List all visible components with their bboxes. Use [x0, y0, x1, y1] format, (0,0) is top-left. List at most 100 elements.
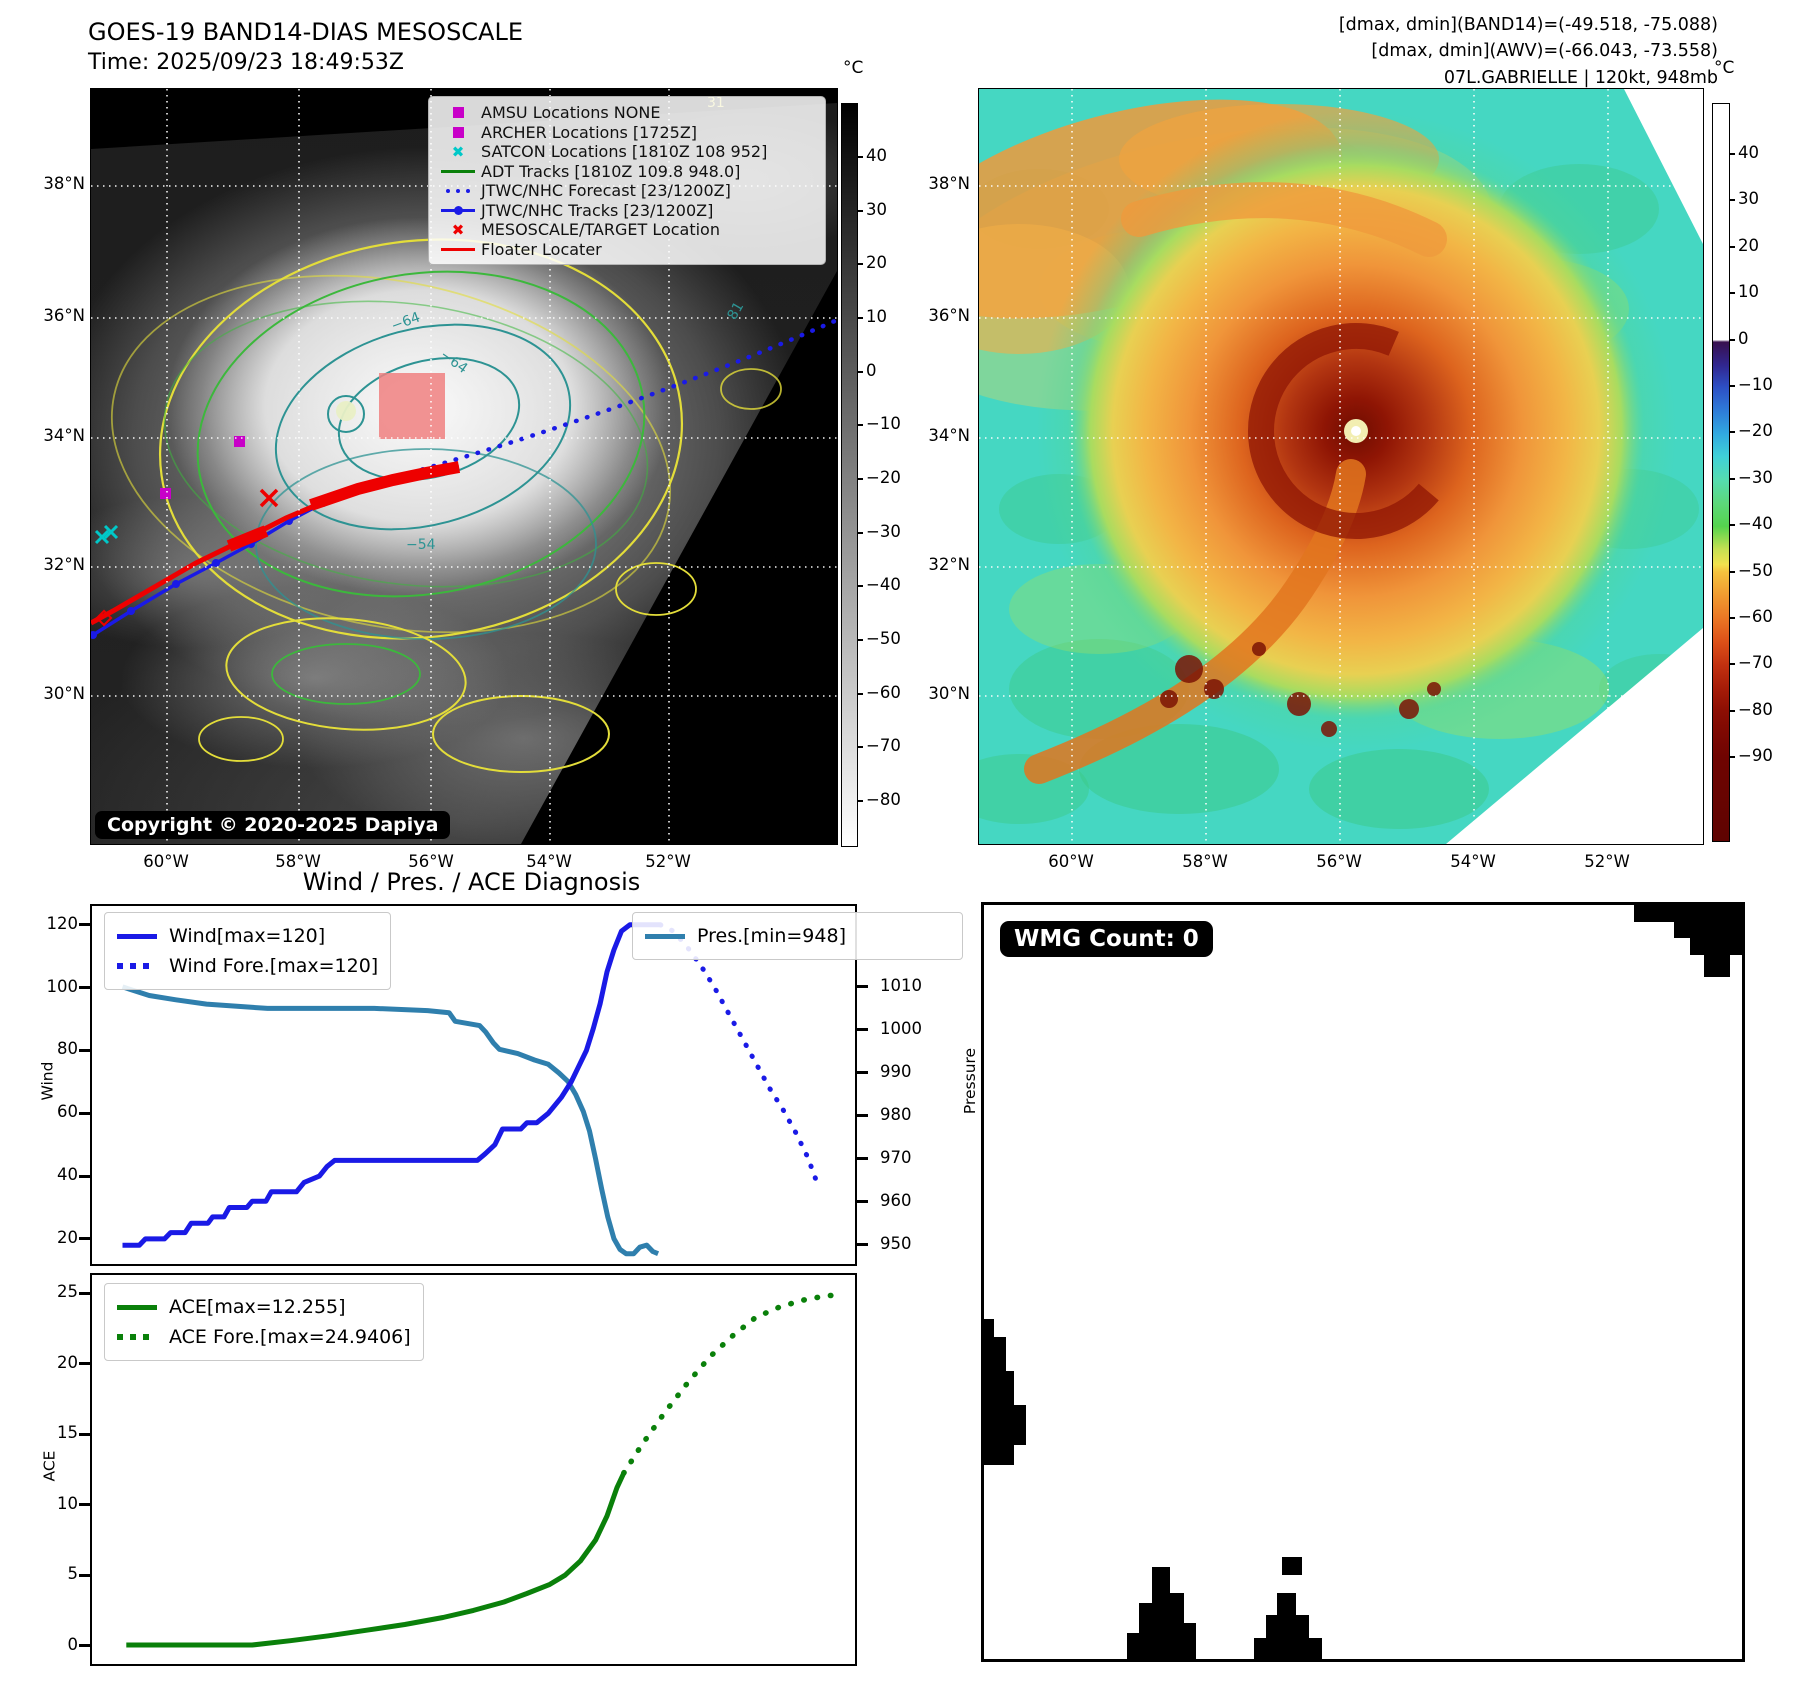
pressure-tick-label: 990 [880, 1062, 912, 1081]
lat-tick-label: 36°N [928, 306, 970, 325]
ace-tick-label: 0 [67, 1635, 79, 1654]
lon-tick-label: 54°W [1450, 852, 1496, 871]
track-line-dot-icon [435, 205, 481, 215]
wind-tick-label: 40 [57, 1165, 78, 1184]
colorbar-tick-label: 0 [866, 361, 877, 380]
legend-row-amsu: AMSU Locations NONE [435, 103, 817, 123]
wmg-panel: WMG Count: 0 [981, 902, 1745, 1662]
colorbar-tick-label: −10 [1738, 375, 1773, 394]
diagnosis-section-title: Wind / Pres. / ACE Diagnosis [302, 868, 641, 896]
graticule [979, 89, 1703, 844]
lat-tick-label: 38°N [928, 174, 970, 193]
awv-map-art [979, 89, 1703, 844]
awv-colorbar [1712, 103, 1730, 842]
wmg-count-badge: WMG Count: 0 [1000, 921, 1213, 957]
legend-row-jtwc-forecast: JTWC/NHC Forecast [23/1200Z] [435, 181, 817, 201]
amsu-square-icon [435, 107, 481, 119]
floater-track-thick-2 [309, 461, 461, 511]
colorbar-tick-label: −10 [866, 414, 901, 433]
copyright-badge: Copyright © 2020-2025 Dapiya [95, 811, 451, 839]
page-title: GOES-19 BAND14-DIAS MESOSCALE Time: 2025… [88, 16, 523, 78]
colorbar-unit: °C [843, 58, 864, 78]
lat-tick-label: 36°N [43, 306, 85, 325]
lat-tick-label: 32°N [43, 555, 85, 574]
contour-label: −54 [406, 537, 436, 553]
legend-label: MESOSCALE/TARGET Location [481, 220, 720, 240]
no-data-wedge-top [1624, 89, 1703, 244]
colorbar-tick-label: −60 [1738, 607, 1773, 626]
colorbar-tick-label: −50 [1738, 561, 1773, 580]
awv-satellite-map [978, 88, 1704, 845]
wmg-shape-left [984, 1319, 1026, 1465]
storm-eye-center [1351, 426, 1361, 436]
pressure-line-icon [645, 933, 697, 939]
legend-row-adt: ADT Tracks [1810Z 109.8 948.0] [435, 162, 817, 182]
colorbar-tick-label: −40 [1738, 514, 1773, 533]
colorbar-tick-label: 10 [866, 307, 887, 326]
floater-line-icon [435, 247, 481, 251]
ace-tick-label: 15 [57, 1423, 78, 1442]
lon-tick-label: 60°W [143, 852, 189, 871]
storm-eye-feature [336, 401, 356, 421]
satellite-product-title: GOES-19 BAND14-DIAS MESOSCALE [88, 18, 524, 46]
wind-tick-label: 20 [57, 1228, 78, 1247]
legend-label: Wind Fore.[max=120] [169, 955, 379, 977]
lon-tick-label: 60°W [1048, 852, 1094, 871]
archer-marker [160, 488, 171, 499]
ace-tick-label: 25 [57, 1282, 78, 1301]
legend-label: Wind[max=120] [169, 925, 326, 947]
pressure-tick-label: 960 [880, 1191, 912, 1210]
colorbar-tick-label: −20 [1738, 421, 1773, 440]
colorbar-tick-label: −80 [866, 790, 901, 809]
lon-tick-label: 56°W [1316, 852, 1362, 871]
ace-tick-label: 10 [57, 1494, 78, 1513]
wind-legend: Wind[max=120] Wind Fore.[max=120] [104, 912, 392, 990]
archer-marker [234, 436, 245, 447]
colorbar-tick-label: −60 [866, 683, 901, 702]
colorbar-tick-label: 20 [1738, 236, 1759, 255]
wmg-shape-bottom-mid [1254, 1593, 1322, 1659]
colorbar-unit: °C [1714, 58, 1735, 78]
legend-label: JTWC/NHC Tracks [23/1200Z] [481, 200, 714, 220]
wind-tick-label: 120 [46, 914, 79, 933]
lat-tick-label: 32°N [928, 555, 970, 574]
wind-series-line [122, 922, 661, 1248]
legend-row-satcon: ✖ SATCON Locations [1810Z 108 952] [435, 142, 817, 162]
mesoscale-target-x-marker [259, 488, 279, 508]
target-x-icon: ✖ [451, 220, 465, 239]
colorbar-tick-label: −30 [866, 522, 901, 541]
lon-tick-label: 58°W [275, 852, 321, 871]
wind-forecast-dotted-icon [117, 963, 169, 969]
satcon-x-icon: ✖ [451, 142, 465, 161]
lon-tick-label: 52°W [1584, 852, 1630, 871]
colorbar-tick-label: 30 [866, 200, 887, 219]
legend-label: ARCHER Locations [1725Z] [481, 122, 698, 142]
ace-forecast-legend-row: ACE Fore.[max=24.9406] [117, 1322, 411, 1352]
lat-tick-label: 38°N [43, 174, 85, 193]
wind-tick-label: 100 [46, 977, 79, 996]
ace-forecast-dotted-icon [117, 1334, 169, 1340]
legend-label: ACE Fore.[max=24.9406] [169, 1326, 411, 1348]
pressure-legend-row: Pres.[min=948] [645, 921, 950, 951]
wmg-shape-speck [1282, 1557, 1302, 1575]
wmg-shapes [984, 905, 1742, 1659]
pressure-tick-label: 1000 [880, 1019, 922, 1038]
colorbar-tick-label: 10 [1738, 282, 1759, 301]
wind-tick-label: 80 [57, 1039, 78, 1058]
colorbar-tick-label: −40 [866, 575, 901, 594]
wind-line-icon [117, 933, 169, 939]
colorbar-tick-label: −90 [1738, 746, 1773, 765]
storm-id-intensity: 07L.GABRIELLE | 120kt, 948mb [1443, 67, 1718, 88]
pressure-tick-label: 950 [880, 1234, 912, 1253]
colorbar-tick-label: −80 [1738, 700, 1773, 719]
legend-label: JTWC/NHC Forecast [23/1200Z] [481, 181, 731, 201]
cold-overshoot-specks [1160, 642, 1441, 737]
wind-legend-row: Wind[max=120] [117, 921, 378, 951]
legend-label: AMSU Locations NONE [481, 103, 661, 123]
wind-forecast-line [657, 922, 820, 1185]
pressure-tick-label: 1010 [880, 976, 922, 995]
lat-tick-label: 30°N [928, 684, 970, 703]
adt-line-icon [435, 169, 481, 173]
legend-row-mesoscale: ✖ MESOSCALE/TARGET Location [435, 220, 817, 240]
legend-label: ACE[max=12.255] [169, 1296, 346, 1318]
